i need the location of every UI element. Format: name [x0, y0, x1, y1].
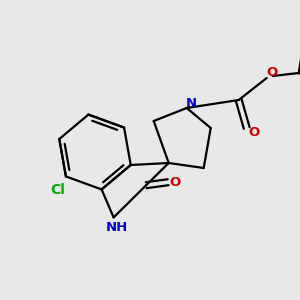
Text: O: O [266, 67, 277, 80]
Text: N: N [186, 98, 197, 110]
Text: Cl: Cl [50, 183, 65, 197]
Text: O: O [169, 176, 181, 189]
Text: O: O [248, 127, 259, 140]
Text: NH: NH [106, 221, 128, 234]
